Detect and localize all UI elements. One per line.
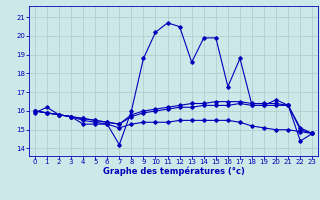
X-axis label: Graphe des températures (°c): Graphe des températures (°c) <box>103 167 244 176</box>
